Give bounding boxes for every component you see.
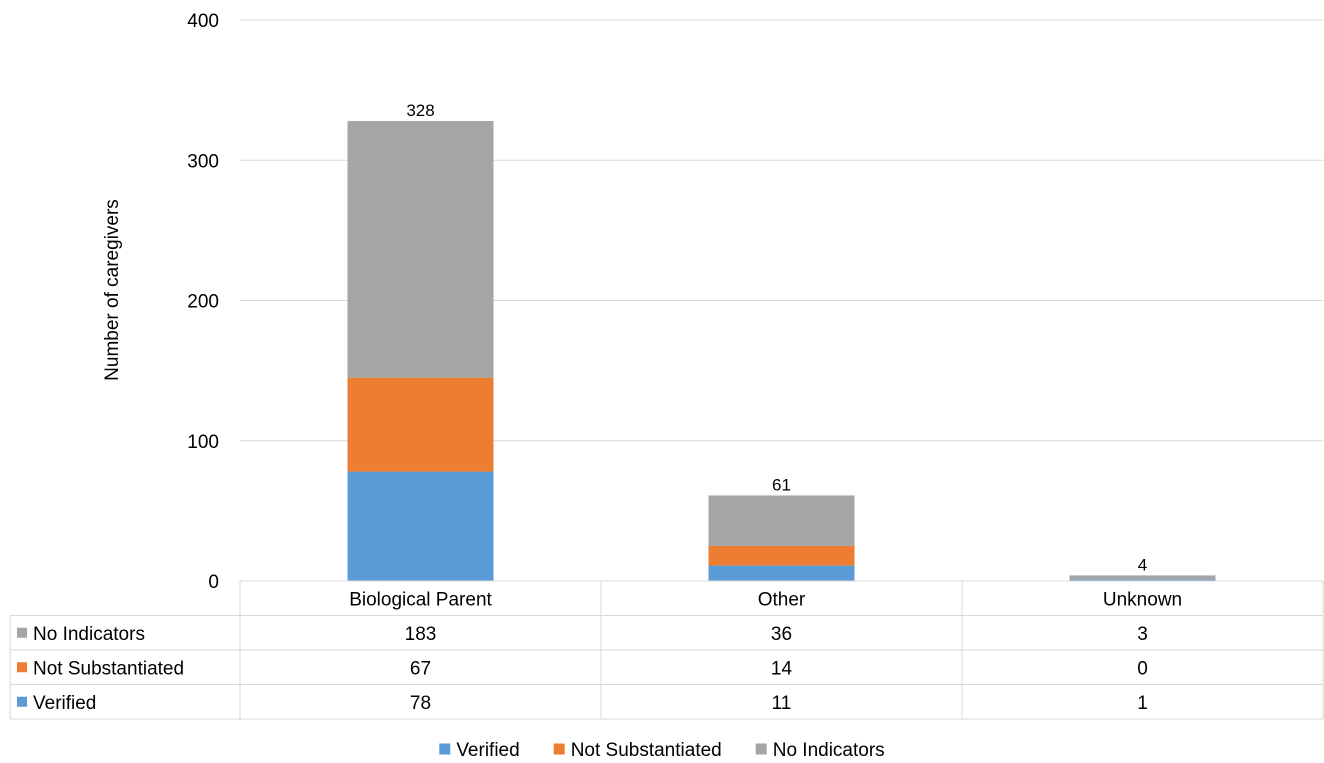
legend-item-no-indicators: No Indicators: [755, 740, 885, 761]
legend-label: No Indicators: [773, 740, 885, 761]
table-cell-verified-biological-parent: 78: [410, 693, 431, 714]
y-tick-label: 0: [208, 572, 219, 593]
table-row-label-not-substantiated: Not Substantiated: [33, 658, 184, 679]
legend-swatch: [553, 743, 565, 755]
table-row-label-verified: Verified: [33, 693, 96, 714]
table-cell-verified-unknown: 1: [1137, 693, 1148, 714]
table-key-no-indicators: [17, 627, 27, 638]
total-label-unknown: 4: [1138, 555, 1147, 574]
bar-other-verified: [708, 565, 855, 581]
bar-biological-parent-not-substantiated: [347, 377, 494, 472]
bar-biological-parent-no-indicators: [347, 120, 494, 378]
legend-swatch: [439, 743, 451, 755]
legend-item-not-substantiated: Not Substantiated: [553, 740, 722, 761]
table-cell-verified-other: 11: [772, 693, 792, 714]
category-label-biological-parent: Biological Parent: [349, 589, 492, 610]
category-label-unknown: Unknown: [1103, 589, 1182, 610]
bars: [347, 120, 1216, 581]
total-label-biological-parent: 328: [406, 101, 434, 120]
table-cell-not-substantiated-unknown: 0: [1137, 658, 1148, 679]
table-cell-no-indicators-unknown: 3: [1137, 624, 1148, 645]
bar-unknown-verified: [1069, 579, 1216, 581]
legend-item-verified: Verified: [439, 740, 520, 761]
bar-biological-parent-verified: [347, 471, 494, 581]
y-axis-label: Number of caregivers: [102, 199, 123, 381]
y-tick-label: 400: [187, 11, 219, 32]
y-axis: 0 100 200 300 400: [187, 11, 219, 593]
table-key-not-substantiated: [17, 662, 27, 673]
table-row-label-no-indicators: No Indicators: [33, 624, 145, 645]
category-label-other: Other: [758, 589, 806, 610]
legend: Verified Not Substantiated No Indicators: [439, 740, 885, 761]
data-table: Biological Parent Other Unknown No Indicato…: [9, 580, 1324, 720]
bar-other-not-substantiated: [708, 545, 855, 566]
total-label-other: 61: [772, 475, 791, 494]
table-cell-not-substantiated-biological-parent: 67: [410, 658, 431, 679]
total-labels: 328 61 4: [406, 101, 1147, 574]
y-tick-label: 300: [187, 151, 219, 172]
bar-other-no-indicators: [708, 495, 855, 546]
table-cell-no-indicators-other: 36: [771, 624, 792, 645]
table-key-verified: [17, 696, 27, 707]
table-cell-not-substantiated-other: 14: [771, 658, 793, 679]
legend-swatch: [755, 743, 767, 755]
legend-label: Not Substantiated: [571, 740, 722, 761]
y-tick-label: 200: [187, 292, 219, 313]
table-cell-no-indicators-biological-parent: 183: [405, 624, 437, 645]
y-tick-label: 100: [187, 432, 219, 453]
bar-unknown-no-indicators: [1069, 575, 1216, 580]
legend-label: Verified: [456, 740, 519, 761]
